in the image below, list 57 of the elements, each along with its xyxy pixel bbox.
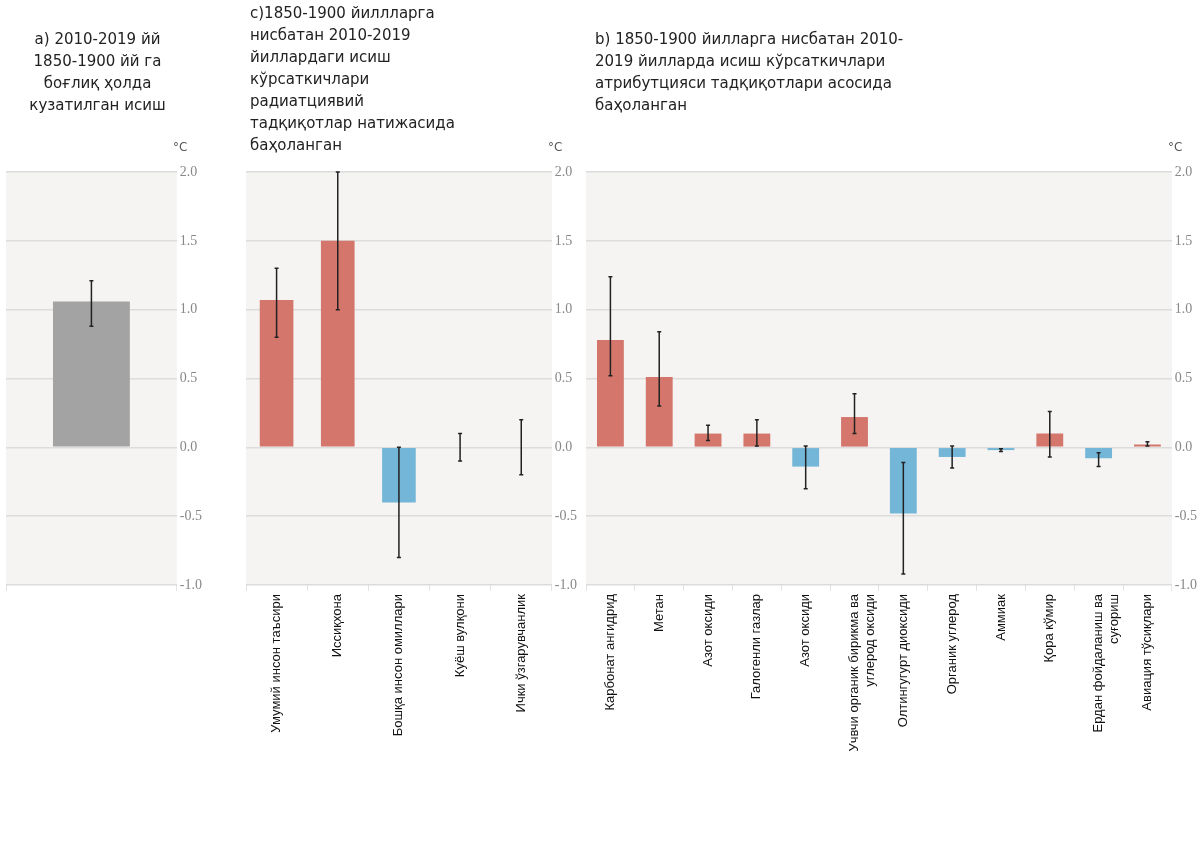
- x-tick-label: Қора кўмир: [1041, 594, 1057, 663]
- y-tick-label: 2.0: [1174, 163, 1193, 179]
- x-tick-label: Аммиак: [992, 593, 1008, 641]
- y-tick-label: -0.5: [554, 507, 578, 523]
- y-tick-label: 0.5: [1174, 370, 1193, 386]
- bar: [596, 339, 624, 447]
- x-tick-label: Органик углерод: [943, 593, 959, 695]
- y-tick-label: -0.5: [179, 507, 203, 523]
- y-tick-label: 2.0: [179, 163, 198, 179]
- y-tick-label: -1.0: [554, 576, 578, 592]
- x-tick-label: Куёш вулқони: [451, 594, 467, 678]
- y-tick-label: -0.5: [1174, 507, 1198, 523]
- x-tick-label: Умумий инсон таъсири: [268, 594, 284, 733]
- x-tick-label: Галогенли газлар: [748, 594, 764, 700]
- y-tick-label: 1.5: [1174, 232, 1193, 248]
- bar: [382, 448, 416, 503]
- bar: [841, 417, 868, 447]
- x-tick-label: Авиация тўсиқлари: [1139, 594, 1155, 711]
- y-tick-label: 1.5: [179, 232, 198, 248]
- y-tick-label: 0.0: [179, 439, 198, 455]
- x-tick-label: Бошқа инсон омиллари: [390, 594, 406, 737]
- y-tick-label: -1.0: [1174, 576, 1198, 592]
- bar: [320, 240, 355, 447]
- y-tick-label: -1.0: [179, 576, 203, 592]
- bar: [1036, 433, 1064, 447]
- x-tick-label: Азот оксиди: [797, 594, 813, 667]
- x-tick-label: Олтингугурт диоксиди: [894, 594, 910, 728]
- x-tick-label: Карбонат ангидрид: [601, 593, 617, 711]
- y-tick-label: 0.5: [179, 370, 198, 386]
- bar: [645, 377, 673, 447]
- bar: [694, 433, 722, 447]
- x-tick-label: Ердан фойдаланиш ва суғориш: [1090, 593, 1121, 733]
- chart-title: c)1850-1900 йиллларга нисбатан 2010-2019 йиллардаги исиш кўрсаткичлари радиатциявий тадқиқотлар натижасида баҳоланган: [250, 3, 456, 156]
- x-tick-label: Азот оксиди: [699, 594, 715, 667]
- x-tick-label: Учвчи органик бирикма ва углерод оксиди: [846, 593, 877, 752]
- y-tick-label: 1.5: [554, 232, 573, 248]
- bar: [259, 300, 294, 447]
- bar: [792, 448, 820, 467]
- y-tick-label: 0.0: [554, 439, 573, 455]
- y-tick-label: 2.0: [554, 163, 573, 179]
- y-tick-label: 0.0: [1174, 439, 1193, 455]
- bar: [1085, 448, 1113, 459]
- bar: [889, 448, 917, 514]
- y-tick-label: 0.5: [554, 370, 573, 386]
- y-tick-label: 1.0: [179, 301, 198, 317]
- bar: [938, 448, 966, 457]
- y-tick-label: 1.0: [554, 301, 573, 317]
- y-axis-title: °C: [173, 140, 188, 154]
- chart-title: a) 2010-2019 йй 1850-1900 йй га боғлиқ ҳолда кузатилган исиш: [28, 29, 167, 116]
- y-axis-title: °C: [548, 140, 563, 154]
- y-axis-title: °C: [1168, 140, 1183, 154]
- bar: [743, 433, 771, 447]
- x-tick-label: Метан: [650, 594, 666, 632]
- x-tick-label: Ички ўзгарувчанлик: [512, 593, 528, 713]
- y-tick-label: 1.0: [1174, 301, 1193, 317]
- chart-title: b) 1850-1900 йилларга нисбатан 2010-2019 йилларда исиш кўрсаткичлари атрибутцияси тадқиқотлари асосида баҳоланган: [595, 29, 905, 116]
- x-tick-label: Иссиқхона: [329, 593, 345, 658]
